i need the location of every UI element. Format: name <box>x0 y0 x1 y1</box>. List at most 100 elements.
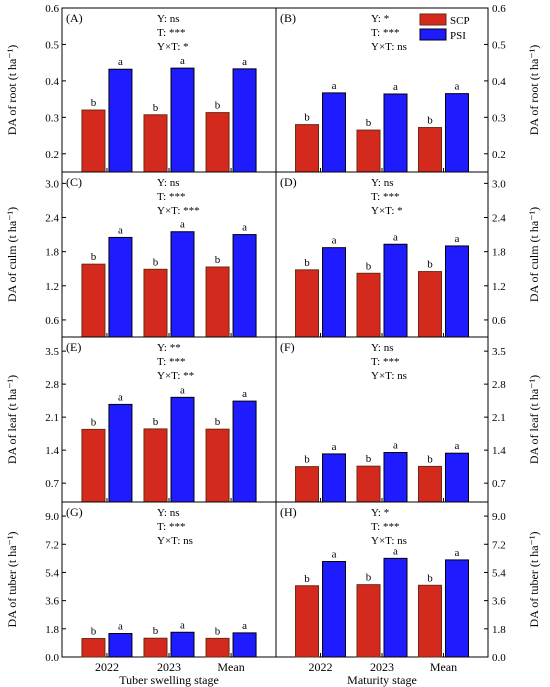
panel-label: (G) <box>66 505 83 519</box>
stat-text: T: *** <box>157 356 185 368</box>
bar-scp <box>417 584 442 658</box>
bar-scp <box>205 266 230 338</box>
bar-psi <box>444 452 469 503</box>
y-tick-label: 1.8 <box>492 624 506 636</box>
significance-letter: b <box>91 251 97 263</box>
bar-scp <box>417 271 442 338</box>
x-category-label: 2022 <box>95 660 119 674</box>
significance-letter: b <box>215 416 221 428</box>
y-tick-label: 0.4 <box>492 76 506 88</box>
significance-letter: b <box>427 115 433 127</box>
significance-letter: b <box>427 572 433 584</box>
y-tick-label: 1.4 <box>492 445 506 457</box>
y-tick-label: 0.5 <box>45 39 59 51</box>
y-axis-label-left: DA of leaf (t ha⁻¹) <box>5 375 19 464</box>
stat-text: Y: ns <box>157 177 180 189</box>
significance-letter: a <box>180 384 185 396</box>
y-tick-label: 0.5 <box>492 39 506 51</box>
y-tick-label: 2.4 <box>492 213 506 225</box>
stat-text: Y: ns <box>157 13 180 25</box>
significance-letter: a <box>118 224 123 236</box>
y-tick-label: 0.6 <box>45 3 59 15</box>
bar-scp <box>356 272 381 338</box>
bar-psi <box>444 93 469 173</box>
y-tick-label: 0.0 <box>492 652 506 664</box>
bar-psi <box>170 67 195 173</box>
y-tick-label: 3.6 <box>45 596 59 608</box>
significance-letter: a <box>332 80 337 92</box>
bar-scp <box>295 124 320 173</box>
stat-text: T: *** <box>157 27 185 39</box>
y-tick-label: 3.0 <box>492 178 506 190</box>
significance-letter: b <box>366 260 372 272</box>
significance-letter: a <box>455 81 460 93</box>
y-axis-label-left: DA of root (t ha⁻¹) <box>5 45 19 136</box>
y-tick-label: 0.3 <box>45 112 59 124</box>
y-tick-label: 1.4 <box>45 445 59 457</box>
y-tick-label: 0.6 <box>45 315 59 327</box>
stat-text: T: *** <box>371 356 399 368</box>
significance-letter: a <box>118 621 123 633</box>
y-tick-label: 2.1 <box>45 412 59 424</box>
bar-scp <box>143 428 168 503</box>
y-tick-label: 9.0 <box>45 511 59 523</box>
significance-letter: b <box>215 100 221 112</box>
stat-text: Y×T: * <box>371 205 403 217</box>
bar-scp <box>295 585 320 658</box>
bar-psi <box>444 559 469 658</box>
y-tick-label: 3.0 <box>45 178 59 190</box>
significance-letter: a <box>242 388 247 400</box>
stat-text: Y: * <box>371 13 389 25</box>
stat-text: Y×T: * <box>157 41 189 53</box>
significance-letter: b <box>366 117 372 129</box>
significance-letter: a <box>332 235 337 247</box>
stat-text: Y: ns <box>371 342 394 354</box>
significance-letter: b <box>427 259 433 271</box>
significance-letter: a <box>242 620 247 632</box>
y-tick-label: 0.0 <box>45 652 59 664</box>
y-tick-label: 2.1 <box>492 412 506 424</box>
y-tick-label: 2.8 <box>492 379 506 391</box>
bar-psi <box>383 452 408 503</box>
bar-scp <box>81 263 106 338</box>
legend-swatch-psi <box>419 28 447 41</box>
y-tick-label: 7.2 <box>492 539 506 551</box>
x-category-label: 2022 <box>309 660 333 674</box>
significance-letter: b <box>153 256 159 268</box>
bar-scp <box>295 466 320 503</box>
significance-letter: b <box>91 626 97 638</box>
bar-scp <box>417 127 442 173</box>
significance-letter: b <box>427 453 433 465</box>
significance-letter: a <box>242 56 247 68</box>
stat-text: T: *** <box>371 191 399 203</box>
y-tick-label: 7.2 <box>45 539 59 551</box>
significance-letter: a <box>393 81 398 93</box>
bar-scp <box>81 428 106 503</box>
significance-letter: b <box>304 112 310 124</box>
significance-letter: b <box>304 454 310 466</box>
bar-scp <box>417 465 442 503</box>
stat-text: T: *** <box>157 521 185 533</box>
bar-psi <box>232 68 257 173</box>
bar-psi <box>322 560 347 658</box>
significance-letter: b <box>91 97 97 109</box>
y-tick-label: 0.3 <box>492 112 506 124</box>
y-axis-label-right: DA of root (t ha⁻¹) <box>527 45 541 136</box>
legend-label-psi: PSI <box>450 30 466 42</box>
panel-label: (B) <box>280 11 296 25</box>
bar-scp <box>143 114 168 173</box>
bar-psi <box>322 247 347 338</box>
significance-letter: a <box>332 441 337 453</box>
significance-letter: b <box>304 573 310 585</box>
bar-psi <box>383 93 408 173</box>
y-tick-label: 0.4 <box>45 76 59 88</box>
significance-letter: a <box>118 391 123 403</box>
y-tick-label: 1.8 <box>492 247 506 259</box>
y-tick-label: 1.2 <box>45 281 59 293</box>
bar-scp <box>143 637 168 658</box>
stat-text: Y×T: *** <box>157 205 200 217</box>
significance-letter: b <box>91 416 97 428</box>
bar-psi <box>322 92 347 173</box>
bar-psi <box>444 245 469 338</box>
